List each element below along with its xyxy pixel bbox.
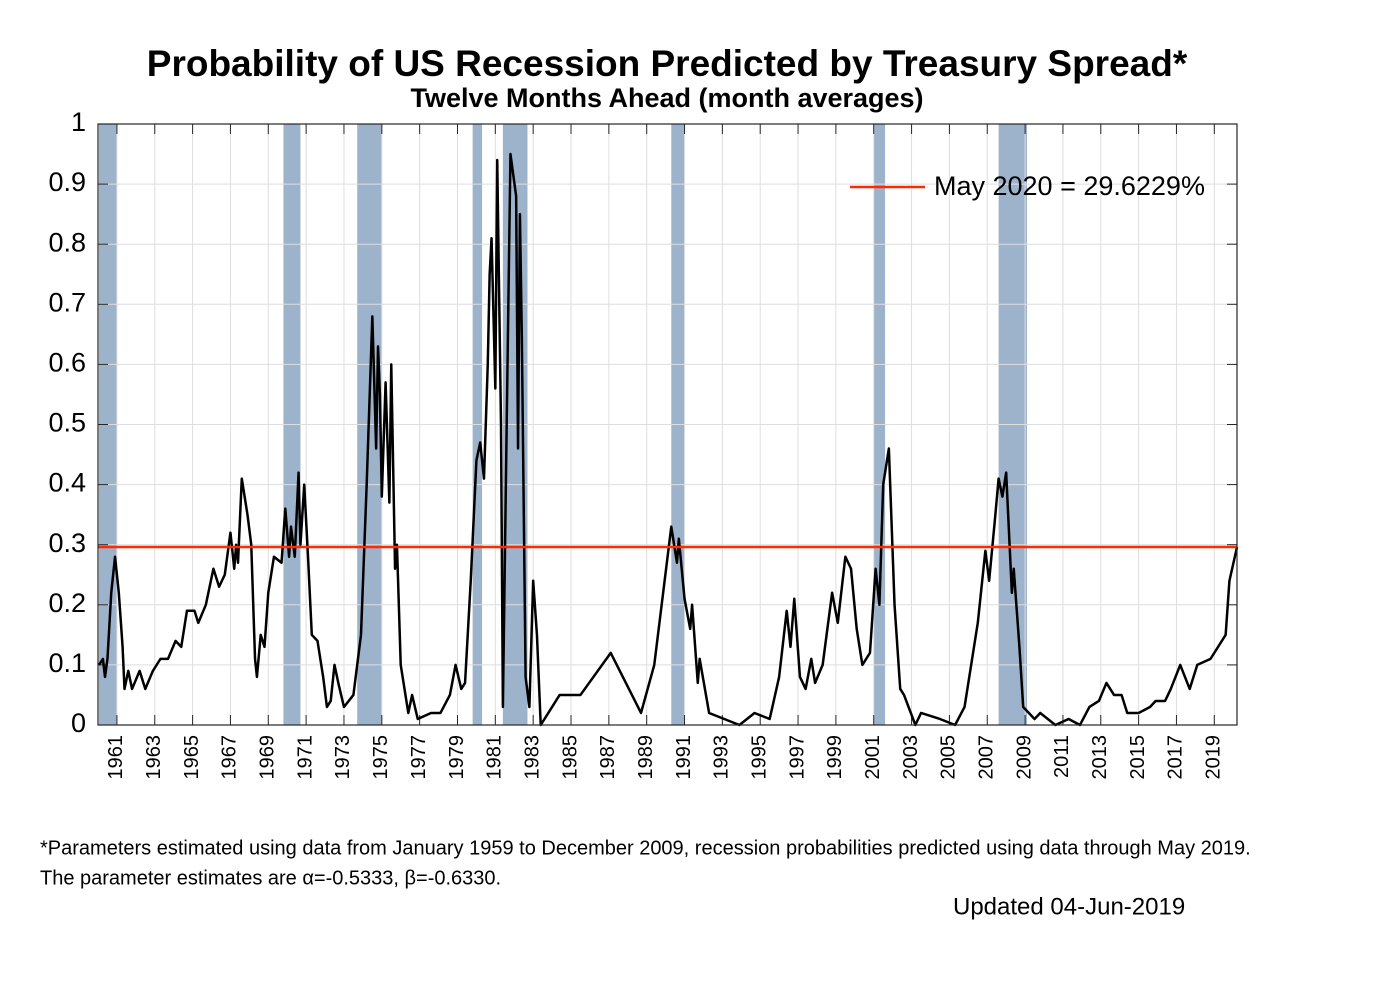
y-tick-label: 0.4 — [48, 468, 86, 498]
y-tick-label: 1 — [71, 107, 86, 137]
x-tick-label: 2009 — [1013, 735, 1035, 780]
x-tick-label: 1971 — [294, 735, 316, 780]
y-tick-label: 0.5 — [48, 408, 86, 438]
x-tick-label: 1999 — [824, 735, 846, 780]
x-tick-label: 1975 — [370, 735, 392, 780]
x-tick-label: 1995 — [748, 735, 770, 780]
y-tick-label: 0.3 — [48, 528, 86, 558]
x-tick-label: 2011 — [1051, 735, 1073, 778]
chart-subtitle: Twelve Months Ahead (month averages) — [410, 83, 923, 113]
chart-title: Probability of US Recession Predicted by… — [147, 43, 1188, 84]
x-tick-label: 1989 — [635, 735, 657, 780]
x-tick-label: 1965 — [181, 735, 203, 780]
x-tick-label: 1963 — [143, 735, 165, 780]
x-tick-label: 1973 — [332, 735, 354, 780]
x-tick-label: 1981 — [484, 735, 506, 780]
y-tick-label: 0.2 — [48, 588, 86, 618]
x-tick-label: 1985 — [559, 735, 581, 780]
updated-note: Updated 04-Jun-2019 — [953, 893, 1185, 920]
x-tick-label: 1987 — [597, 735, 619, 780]
x-tick-label: 2013 — [1089, 735, 1111, 780]
x-tick-label: 2015 — [1127, 735, 1149, 780]
x-tick-label: 1969 — [257, 735, 279, 780]
y-tick-label: 0.1 — [48, 648, 86, 678]
y-tick-label: 0.7 — [48, 287, 86, 317]
x-tick-label: 1961 — [105, 735, 127, 780]
y-tick-label: 0.6 — [48, 348, 86, 378]
x-tick-label: 1997 — [786, 735, 808, 780]
x-tick-label: 2001 — [862, 735, 884, 780]
footnote: *Parameters estimated using data from Ja… — [40, 837, 1251, 859]
plot-frame — [97, 123, 1238, 726]
x-tick-label: 1967 — [219, 735, 241, 780]
x-tick-label: 2019 — [1203, 735, 1225, 780]
x-tick-label: 1977 — [408, 735, 430, 780]
x-tick-label: 2005 — [938, 735, 960, 780]
x-tick-label: 2003 — [900, 735, 922, 780]
x-tick-label: 2007 — [976, 735, 998, 780]
x-tick-label: 1983 — [521, 735, 543, 780]
x-tick-label: 1993 — [711, 735, 733, 780]
x-tick-label: 2017 — [1165, 735, 1187, 780]
y-tick-label: 0.9 — [48, 167, 86, 197]
x-tick-label: 1991 — [673, 735, 695, 780]
y-tick-label: 0.8 — [48, 227, 86, 257]
y-tick-label: 0 — [71, 708, 86, 738]
legend-label: May 2020 = 29.6229% — [934, 171, 1205, 201]
footnote: The parameter estimates are α=-0.5333, β… — [40, 867, 501, 889]
data-line — [97, 152, 1239, 727]
x-tick-label: 1979 — [446, 735, 468, 780]
